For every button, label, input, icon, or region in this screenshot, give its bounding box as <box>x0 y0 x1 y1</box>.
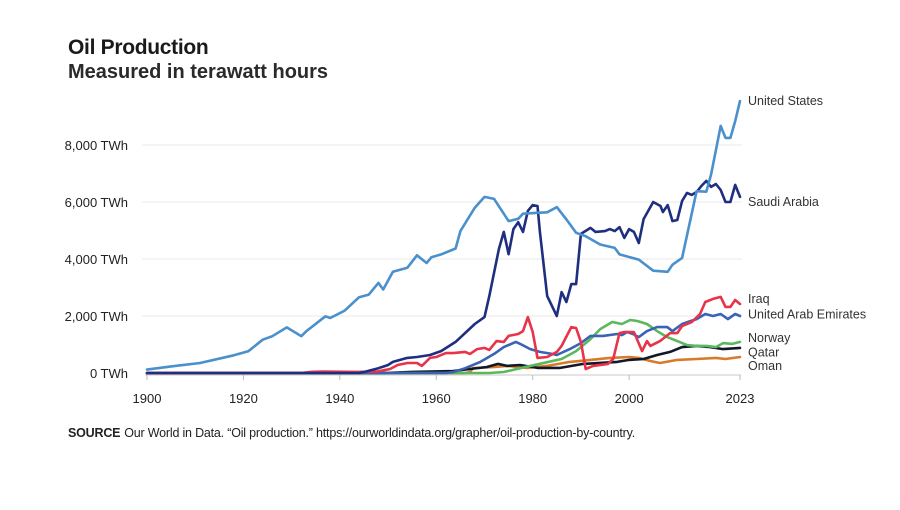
chart-title: Oil Production <box>68 36 209 59</box>
series-line-iraq <box>145 295 742 375</box>
series-line-norway <box>145 318 742 375</box>
source-text: Our World in Data. “Oil production.” htt… <box>124 426 636 440</box>
x-tick-label: 1980 <box>518 391 547 406</box>
y-tick-label: 4,000 TWh <box>65 252 128 267</box>
end-label-saudi-arabia: Saudi Arabia <box>748 195 819 209</box>
x-tick-label: 1940 <box>325 391 354 406</box>
chart-subtitle: Measured in terawatt hours <box>68 61 329 83</box>
end-label-united-states: United States <box>748 94 823 108</box>
y-tick-label: 6,000 TWh <box>65 195 128 210</box>
end-label-norway: Norway <box>748 331 791 345</box>
series-line-united-states <box>145 99 742 371</box>
y-tick-label: 0 TWh <box>90 366 128 381</box>
y-tick-label: 8,000 TWh <box>65 138 128 153</box>
end-label-oman: Oman <box>748 359 782 373</box>
end-label-iraq: Iraq <box>748 292 770 306</box>
x-tick-label: 2023 <box>726 391 755 406</box>
end-label-united-arab-emirates: United Arab Emirates <box>748 307 866 321</box>
source-note: SOURCE Our World in Data. “Oil production… <box>68 426 635 440</box>
x-tick-label: 1920 <box>229 391 258 406</box>
x-tick-label: 2000 <box>615 391 644 406</box>
end-label-qatar: Qatar <box>748 345 779 359</box>
source-label: SOURCE <box>68 426 121 440</box>
gridlines <box>142 144 742 317</box>
x-tick-label: 1960 <box>422 391 451 406</box>
series-line-united-arab-emirates <box>145 312 742 375</box>
y-axis-labels: 0 TWh 2,000 TWh 4,000 TWh 6,000 TWh 8,000 TW… <box>65 138 128 381</box>
x-axis: 1900 1920 1940 1960 1980 2000 2023 <box>133 374 755 406</box>
x-tick-label: 1900 <box>133 391 162 406</box>
series-lines <box>145 99 742 375</box>
y-tick-label: 2,000 TWh <box>65 309 128 324</box>
